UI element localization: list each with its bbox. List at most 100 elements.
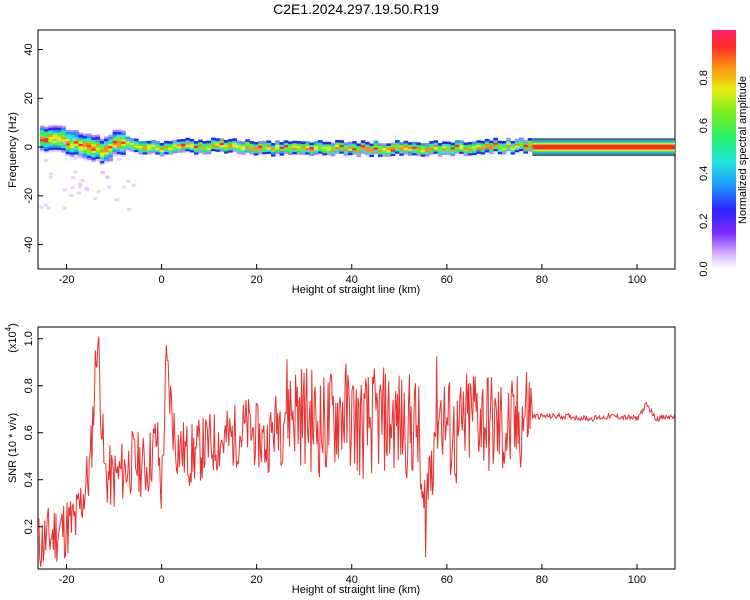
spectrogram-cell: [57, 134, 62, 137]
spectrogram-cell: [159, 149, 165, 153]
spectrogram-cell: [501, 147, 507, 151]
spectrogram-cell: [55, 139, 60, 143]
spectrogram-cell: [266, 149, 272, 152]
spectrogram-cell: [138, 145, 143, 149]
spectrogram-cell: [472, 152, 477, 156]
spectrogram-cell: [39, 143, 45, 146]
spectrogram-cell: [270, 149, 276, 153]
spectrogram-cell: [360, 146, 366, 150]
spectrogram-cell: [121, 152, 126, 155]
spectrogram-cell: [78, 132, 84, 136]
snr-y-tick-label: 0.8: [23, 378, 35, 393]
spectrogram-cell: [288, 143, 293, 147]
spectrogram-cell: [365, 152, 370, 156]
spectrogram-cell: [125, 140, 131, 144]
spectrogram-cell: [101, 171, 106, 175]
spectrogram-cell: [510, 151, 516, 155]
spectrogram-cell: [420, 149, 426, 153]
spectrogram-cell: [77, 191, 82, 195]
spectrogram-cell: [489, 151, 494, 155]
spectrogram-cell: [343, 142, 349, 145]
spectrogram-cell: [73, 170, 78, 174]
colorbar-tick-label: 0.4: [698, 166, 710, 181]
spectrogram-cell: [506, 146, 511, 150]
spectrogram-cell: [121, 132, 126, 136]
spectrogram-cell: [155, 145, 161, 148]
spectrogram-cell: [52, 149, 58, 152]
spectrogram-cell: [146, 147, 152, 151]
spectrogram-cell: [39, 125, 45, 129]
spectrogram-cell: [71, 175, 76, 179]
spectrogram-cell: [270, 147, 276, 151]
spectrogram-cell: [146, 151, 152, 155]
spectrogram-cell: [52, 131, 58, 135]
spectrogram-cell: [69, 145, 75, 149]
spectrogram-cell: [57, 131, 62, 135]
spectrogram-cell: [412, 146, 417, 149]
spectrogram-cell: [72, 137, 77, 141]
spectrogram-cell: [407, 150, 413, 154]
spectrogram-cell: [484, 145, 490, 149]
spectrogram-cell: [245, 143, 250, 147]
spectrogram-cell: [223, 148, 229, 152]
spectrogram-cell: [125, 136, 131, 140]
spectrogram-cell: [78, 152, 84, 155]
spectrogram-cell: [339, 140, 344, 143]
spectrogram-cell: [96, 190, 101, 194]
spectrogram-cell: [476, 144, 481, 148]
spectrogram-cell: [403, 140, 409, 144]
spectrogram-cell: [85, 188, 90, 192]
spectrogram-cell: [377, 145, 383, 149]
spectrogram-cell: [305, 147, 310, 151]
spectrogram-x-tick-label: -20: [59, 274, 75, 286]
spectrogram-cell: [377, 154, 383, 157]
spectrogram-y-tick-label: 40: [23, 43, 35, 55]
spectrogram-cell: [86, 153, 92, 156]
spectrogram-cell: [69, 143, 75, 146]
spectrogram-cell: [69, 134, 75, 138]
spectrogram-cell: [39, 130, 45, 133]
spectrogram-cell: [44, 137, 49, 141]
spectrogram-cell: [335, 148, 340, 152]
spectrogram-cell: [343, 148, 349, 152]
spectrogram-cell: [519, 141, 524, 145]
spectrogram-cell: [429, 152, 434, 155]
spectrogram-cell: [454, 148, 460, 152]
spectrogram-cell: [309, 146, 315, 150]
spectrogram-cell: [202, 141, 208, 144]
spectrogram-cell: [356, 143, 362, 147]
spectrogram-cell: [527, 138, 533, 141]
spectrogram-cell: [514, 145, 520, 148]
spectrogram-cell: [382, 147, 387, 151]
spectrogram-cell: [253, 150, 259, 154]
spectrogram-cell: [155, 140, 161, 144]
spectrogram-cell: [249, 147, 255, 151]
spectrogram-cell: [296, 141, 302, 144]
spectrogram-cell: [236, 147, 242, 150]
spectrogram-cell: [129, 144, 135, 148]
spectrogram-cell: [146, 140, 152, 144]
spectrogram-cell: [189, 147, 195, 151]
spectrogram-cell: [330, 149, 336, 152]
spectrogram-cell: [48, 132, 54, 135]
spectrogram-cell: [249, 149, 255, 153]
spectrogram-cell: [493, 148, 499, 152]
spectrogram-cell: [159, 145, 165, 148]
spectrogram-cell: [129, 146, 135, 150]
spectrogram-cell: [352, 149, 357, 153]
spectrogram-cell: [116, 149, 122, 153]
spectrogram-cell: [232, 138, 238, 141]
spectrogram-cell: [198, 144, 203, 147]
spectrogram-cell: [369, 154, 374, 158]
spectrogram-cell: [57, 129, 62, 133]
spectrogram-cell: [78, 156, 84, 160]
spectrogram-cell: [347, 146, 353, 149]
spectrogram-cell: [501, 149, 507, 153]
spectrogram-cell: [82, 140, 88, 143]
spectrogram-cell: [131, 183, 136, 187]
spectrogram-cell: [240, 150, 246, 153]
spectrogram-cell: [472, 148, 477, 151]
spectrogram-cell: [283, 144, 289, 148]
spectrogram-cell: [112, 151, 118, 155]
